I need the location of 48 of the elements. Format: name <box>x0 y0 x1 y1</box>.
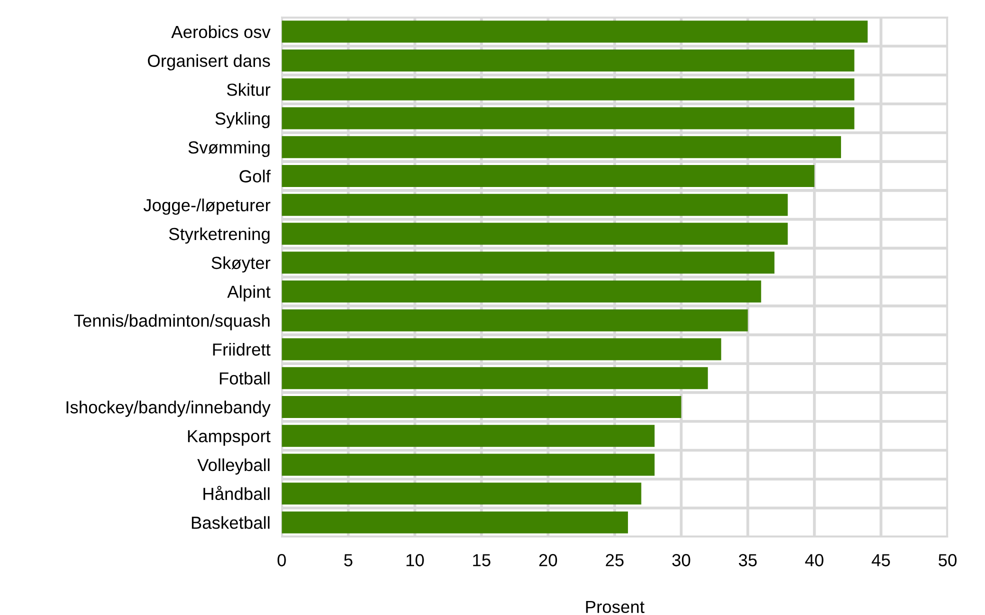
y-tick-label: Jogge-/løpeturer <box>144 198 270 215</box>
y-tick-label: Styrketrening <box>169 227 270 244</box>
bar <box>282 511 628 534</box>
x-tick-label: 25 <box>606 554 624 566</box>
bar <box>282 78 854 100</box>
bar <box>282 280 762 302</box>
x-tick-label: 45 <box>872 554 890 566</box>
x-tick-label: 30 <box>672 554 690 566</box>
bar <box>282 194 788 216</box>
bar <box>282 338 722 360</box>
bar <box>282 482 642 505</box>
y-tick-label: Svømming <box>188 140 270 158</box>
y-tick-label: Alpint <box>227 285 270 302</box>
bar <box>282 20 868 43</box>
x-axis-title: Prosent <box>586 600 644 614</box>
x-tick-label: 50 <box>938 554 957 566</box>
bar <box>282 454 655 476</box>
y-tick-label: Fotball <box>220 372 270 385</box>
y-tick-label: Kampsport <box>188 430 270 446</box>
x-tick-label: 5 <box>344 554 352 566</box>
bar <box>282 367 708 390</box>
x-tick-label: 10 <box>406 554 424 566</box>
x-tick-label: 40 <box>805 554 824 566</box>
x-tick-label: 0 <box>278 554 286 566</box>
bar <box>282 107 854 130</box>
bar <box>282 136 842 158</box>
y-tick-label: Ishockey/bandy/innebandy <box>66 400 271 417</box>
bar <box>282 165 814 187</box>
y-tick-label: Aerobics osv <box>171 25 271 38</box>
bar <box>282 222 788 245</box>
bar <box>282 424 655 447</box>
y-tick-label: Skøyter <box>212 256 270 273</box>
bar <box>282 252 774 274</box>
x-tick-label: 15 <box>473 554 490 566</box>
bar <box>282 50 854 72</box>
x-tick-label: 35 <box>738 554 757 566</box>
x-tick-label: 20 <box>539 554 558 566</box>
y-tick-label: Sykling <box>215 112 270 128</box>
y-tick-label: Håndball <box>204 486 270 500</box>
y-tick-label: Skitur <box>227 83 270 96</box>
bar <box>282 309 748 332</box>
bar <box>282 396 682 418</box>
y-tick-label: Volleyball <box>197 458 270 475</box>
y-tick-label: Friidrett <box>213 342 270 356</box>
y-tick-label: Golf <box>240 170 271 182</box>
y-tick-label: Basketball <box>192 516 270 529</box>
y-tick-label: Tennis/badminton/squash <box>74 314 270 330</box>
y-tick-label: Organisert dans <box>148 54 270 70</box>
